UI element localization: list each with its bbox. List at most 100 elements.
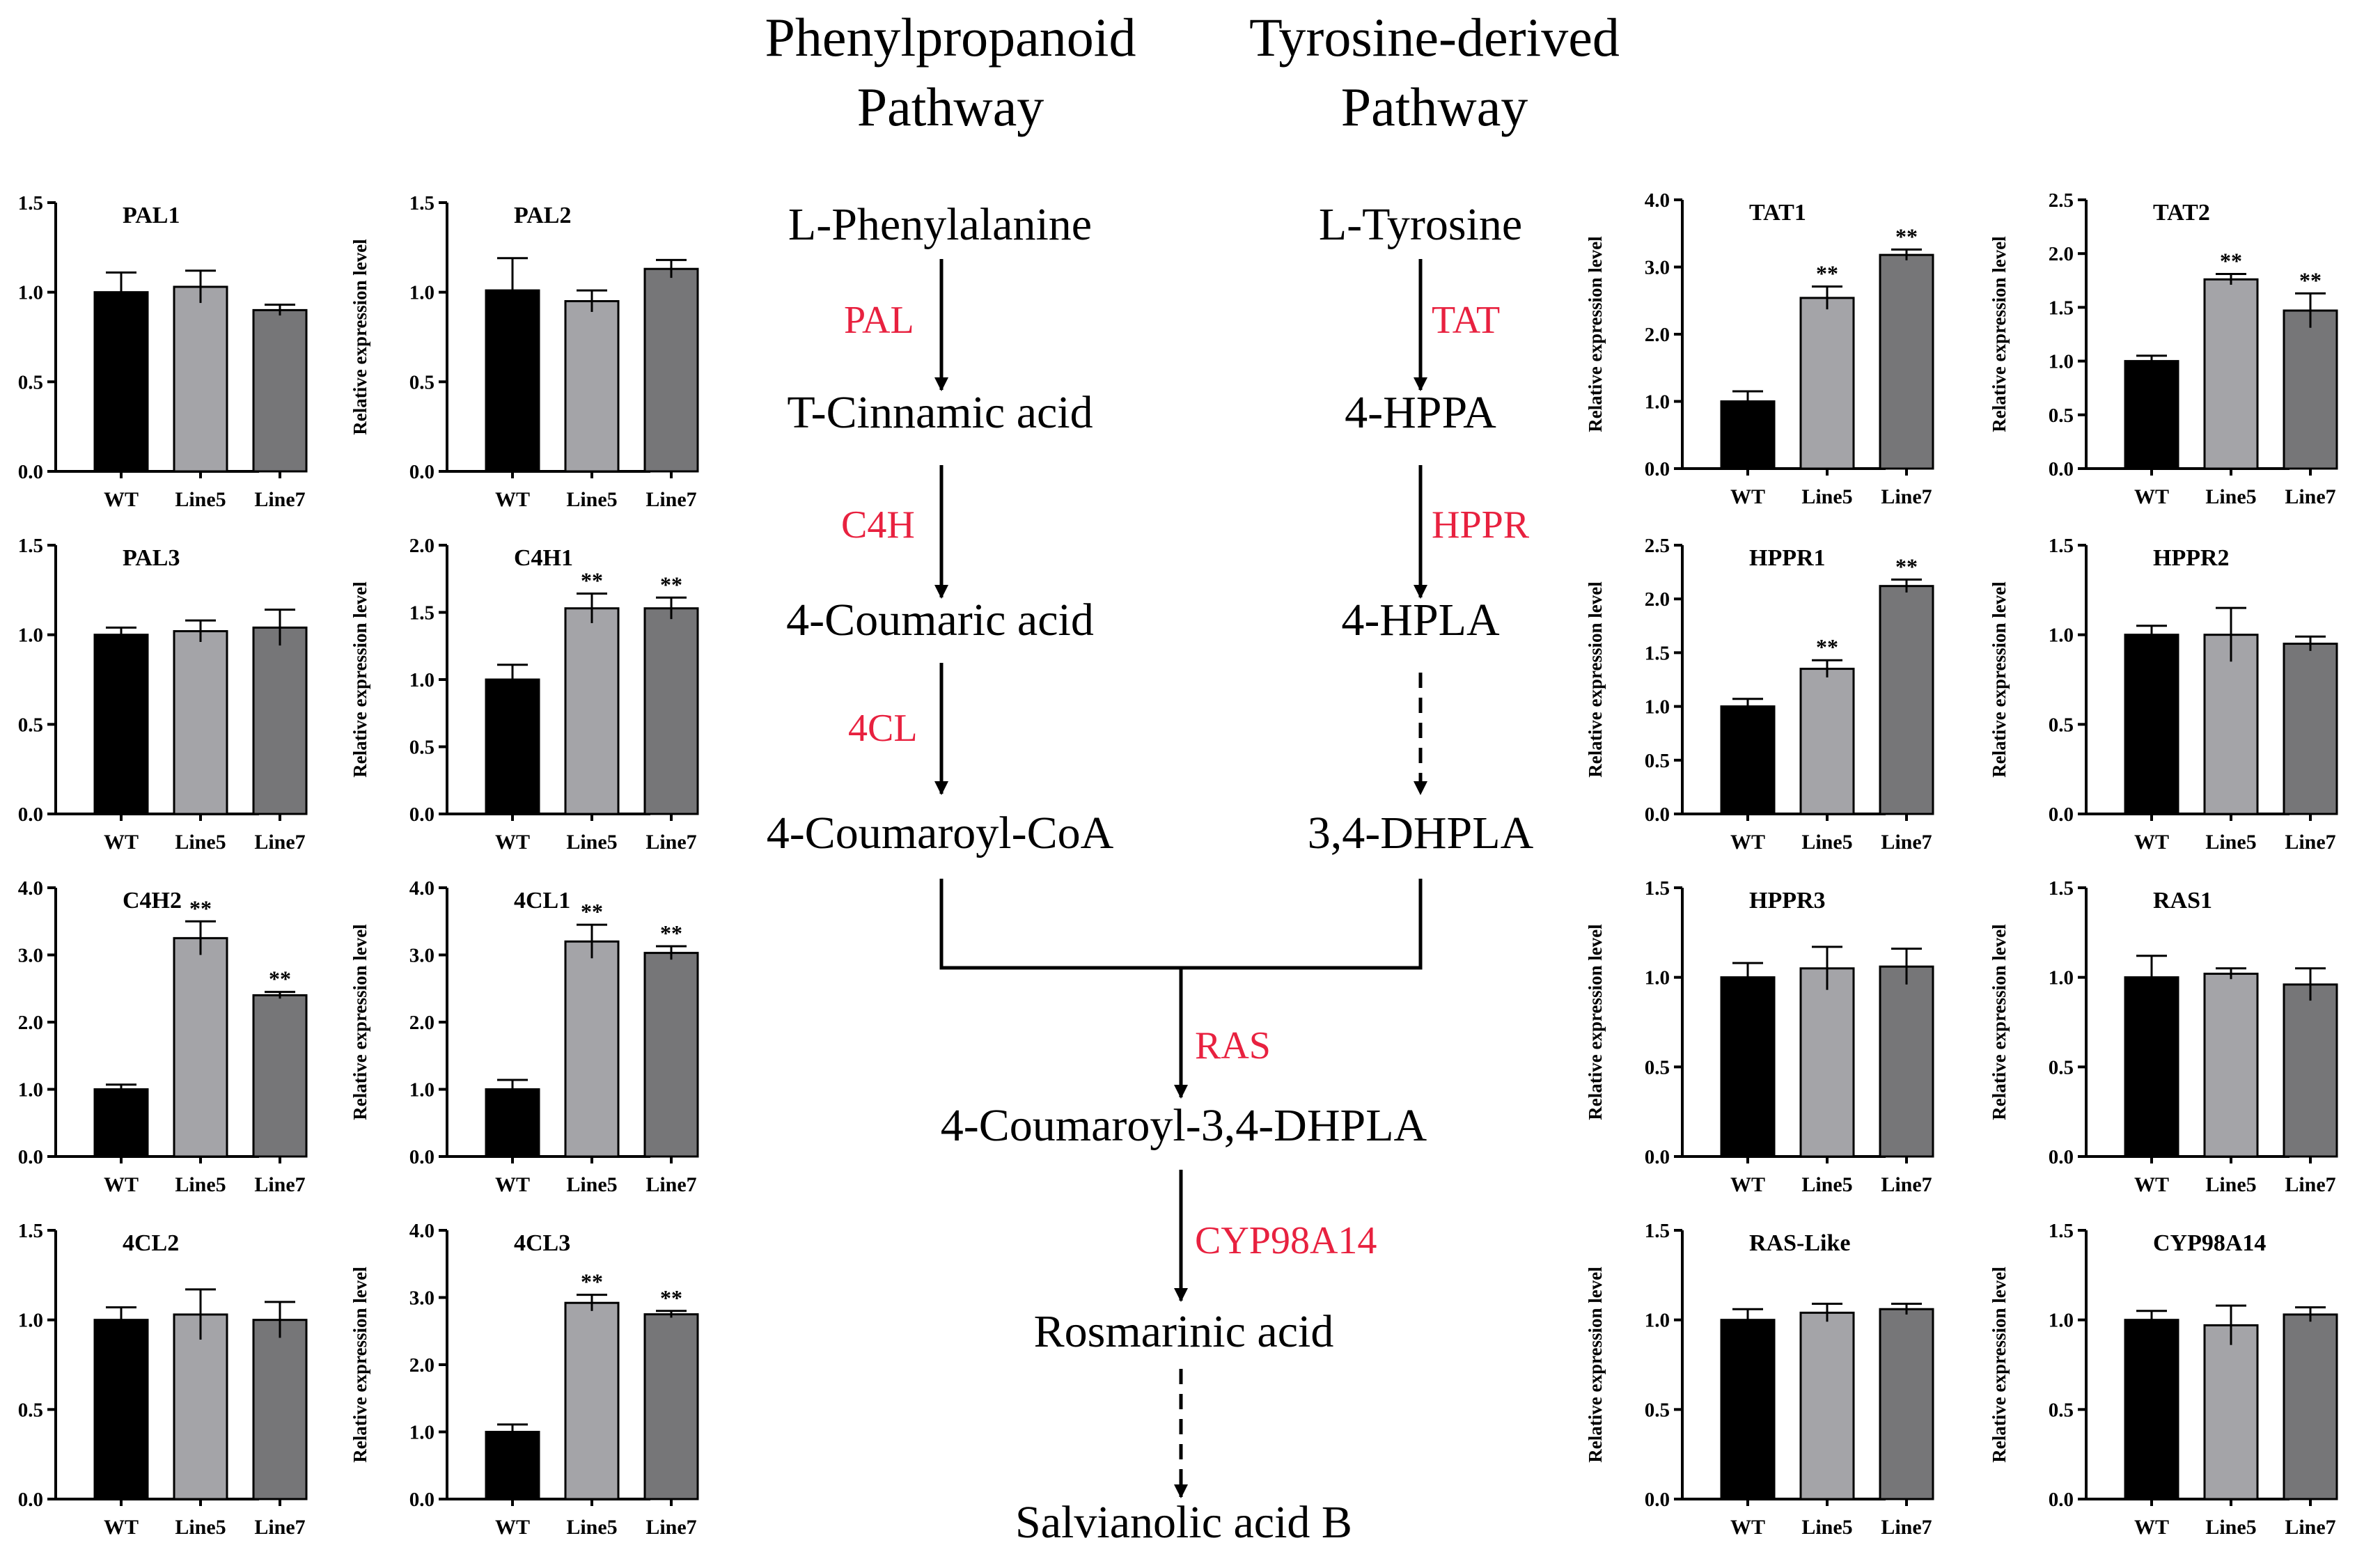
bar-line7 (1879, 1308, 1934, 1500)
x-tick-label: WT (1730, 831, 1765, 854)
bar-line5 (564, 607, 620, 815)
compound-rosmarinic-acid: Rosmarinic acid (1034, 1306, 1334, 1357)
y-axis-label: Relative expression level (350, 239, 370, 435)
y-tick-label: 1.0 (409, 1422, 435, 1444)
chart-HPPR2: Relative expression level 0.0 0.5 1.0 1.5 HPP… (1989, 535, 2338, 854)
bar-wt (1720, 1319, 1776, 1500)
x-tick-label: WT (495, 1516, 530, 1539)
y-tick-label: 2.0 (18, 1012, 43, 1034)
y-tick-label: 1.5 (1645, 642, 1670, 664)
significance-marker: ** (581, 899, 603, 924)
y-tick-label: 1.5 (409, 192, 435, 214)
x-tick-label: Line5 (566, 831, 617, 854)
y-axis-label: Relative expression level (1585, 924, 1606, 1120)
x-tick-label: WT (495, 488, 530, 511)
enzyme-hppr: HPPR (1432, 503, 1530, 547)
significance-marker: ** (1895, 554, 1918, 579)
compound-4-coumaroyl-3-4-dhpla: 4-Coumaroyl-3,4-DHPLA (941, 1100, 1427, 1151)
bar-line5 (1799, 1311, 1855, 1500)
x-tick-label: Line7 (2285, 485, 2335, 508)
significance-marker: ** (2220, 249, 2242, 274)
bar-line5 (2203, 1324, 2259, 1500)
x-tick-label: Line5 (175, 1516, 226, 1539)
bar-chart-panels: Relative expression level 0.0 0.5 1.0 1.5 PAL… (18, 189, 2338, 1539)
chart-CYP98A14: Relative expression level 0.0 0.5 1.0 1.5 CYP… (1989, 1220, 2338, 1539)
y-tick-label: 0.0 (1645, 458, 1670, 480)
chart-title: PAL3 (123, 545, 180, 571)
x-tick-label: Line5 (2205, 485, 2256, 508)
y-tick-label: 1.0 (2049, 351, 2074, 373)
y-tick-label: 0.0 (1645, 1489, 1670, 1511)
x-tick-label: Line5 (1801, 831, 1852, 854)
x-tick-label: Line5 (566, 1516, 617, 1539)
x-tick-label: Line5 (566, 1173, 617, 1196)
bar-wt (2124, 360, 2179, 470)
y-axis-label: Relative expression level (1585, 1267, 1606, 1463)
chart-title: HPPR1 (1749, 545, 1826, 571)
y-tick-label: 0.0 (409, 803, 435, 826)
y-axis-label: Relative expression level (1989, 1267, 2010, 1463)
x-tick-label: Line7 (254, 488, 305, 511)
y-tick-label: 1.0 (1645, 967, 1670, 989)
header-phenylpropanoid-line1: Phenylpropanoid (765, 7, 1136, 68)
enzyme-pal: PAL (844, 299, 914, 342)
y-tick-label: 3.0 (409, 1287, 435, 1310)
chart-4CL2: Relative expression level0.00.51.01.54CL… (18, 1220, 308, 1539)
y-tick-label: 4.0 (409, 877, 435, 900)
bar-wt (93, 1319, 149, 1500)
x-tick-label: Line7 (254, 1516, 305, 1539)
y-tick-label: 2.0 (409, 1354, 435, 1377)
chart-title: C4H1 (514, 545, 573, 571)
enzyme-4cl: 4CL (848, 707, 918, 750)
x-tick-label: Line5 (2205, 1173, 2256, 1196)
bar-line5 (173, 1313, 228, 1500)
chart-title: TAT2 (2153, 200, 2210, 226)
enzyme-ras: RAS (1195, 1024, 1271, 1067)
y-tick-label: 2.0 (409, 1012, 435, 1034)
y-tick-label: 2.0 (1645, 324, 1670, 346)
y-axis-label: Relative expression level (1989, 581, 2010, 778)
x-tick-label: Line7 (1881, 831, 1932, 854)
bar-line5 (173, 936, 228, 1158)
bar-line7 (2283, 1313, 2338, 1500)
compound-t-cinnamic-acid: T-Cinnamic acid (787, 387, 1093, 438)
x-tick-label: WT (495, 1173, 530, 1196)
x-tick-label: WT (2134, 485, 2169, 508)
significance-marker: ** (189, 895, 212, 920)
chart-title: RAS1 (2153, 888, 2212, 914)
enzyme-tat: TAT (1432, 299, 1500, 342)
x-tick-label: Line7 (645, 1516, 696, 1539)
y-tick-label: 1.0 (1645, 1310, 1670, 1332)
y-tick-label: 0.0 (1645, 803, 1670, 826)
x-tick-label: WT (104, 1173, 139, 1196)
pathway-headers: Phenylpropanoid Pathway Tyrosine-derived… (765, 7, 1620, 137)
chart-title: HPPR3 (1749, 888, 1826, 914)
bar-line5 (1799, 967, 1855, 1158)
compound-4-coumaroyl-coa: 4-Coumaroyl-CoA (767, 808, 1114, 859)
x-tick-label: WT (1730, 485, 1765, 508)
chart-TAT2: Relative expression level 0.0 0.5 1.0 1.5 2.0… (1989, 189, 2338, 508)
bar-line7 (252, 994, 308, 1158)
bar-wt (93, 1088, 149, 1158)
y-tick-label: 1.0 (409, 282, 435, 304)
bar-wt (1720, 705, 1776, 815)
x-tick-label: Line7 (1881, 1516, 1932, 1539)
bar-line7 (643, 1313, 699, 1500)
bar-line7 (643, 952, 699, 1158)
y-tick-label: 1.0 (409, 1079, 435, 1101)
chart-C4H2: Relative expression level0.01.02.03.04.0… (18, 877, 308, 1196)
y-tick-label: 0.5 (1645, 1056, 1670, 1079)
x-tick-label: Line7 (254, 1173, 305, 1196)
y-axis-label: Relative expression level (350, 1267, 370, 1463)
header-phenylpropanoid-line2: Pathway (857, 77, 1044, 137)
compound-4-coumaric-acid: 4-Coumaric acid (786, 595, 1094, 645)
bar-line7 (643, 607, 699, 815)
compound-l-tyrosine: L-Tyrosine (1319, 199, 1522, 250)
y-tick-label: 1.5 (2049, 877, 2074, 900)
x-tick-label: Line5 (566, 488, 617, 511)
chart-title: C4H2 (123, 888, 182, 914)
y-tick-label: 3.0 (409, 945, 435, 967)
y-tick-label: 1.0 (18, 1310, 43, 1332)
y-tick-label: 0.5 (2049, 1399, 2074, 1421)
